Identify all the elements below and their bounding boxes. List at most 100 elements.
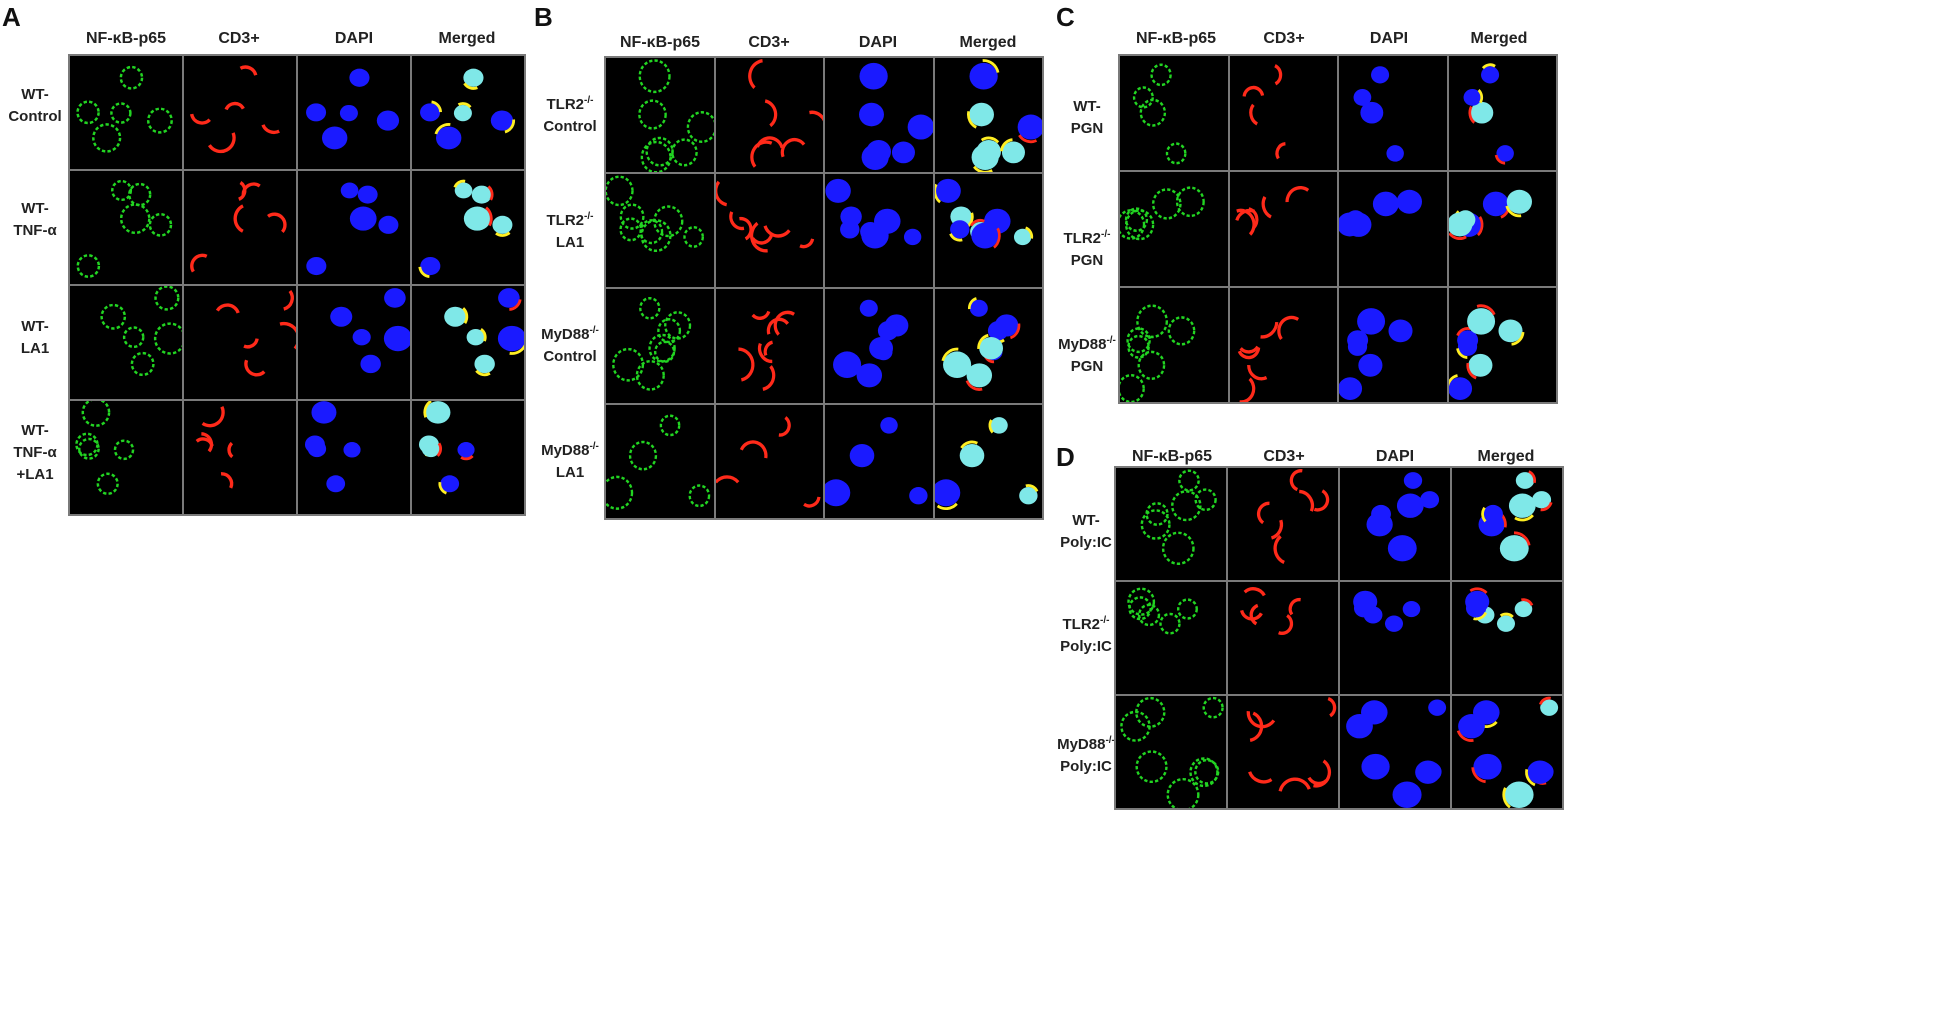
cell-marker bbox=[859, 102, 884, 127]
cell-marker bbox=[942, 351, 971, 379]
cell-marker bbox=[1009, 323, 1020, 340]
cell-marker bbox=[1504, 205, 1521, 218]
micrograph-merged bbox=[934, 58, 1042, 172]
cell-marker bbox=[978, 336, 1003, 360]
cell-marker bbox=[1166, 777, 1200, 808]
cell-marker bbox=[1288, 598, 1301, 616]
micrograph-nfkb-image bbox=[1127, 587, 1198, 635]
cell-marker bbox=[207, 132, 236, 154]
cell-marker bbox=[119, 203, 151, 235]
row-label-line: TLR2 bbox=[1062, 616, 1101, 633]
micrograph-nfkb bbox=[1120, 172, 1228, 286]
cell-marker bbox=[1527, 760, 1553, 784]
cell-marker bbox=[659, 413, 681, 436]
cell-marker bbox=[480, 327, 487, 342]
micrograph-dapi bbox=[825, 58, 933, 172]
cell-marker bbox=[457, 442, 475, 458]
row-label-line: Poly:IC bbox=[1060, 638, 1112, 655]
micrograph-cd3-image bbox=[1242, 64, 1286, 160]
cell-marker bbox=[1467, 353, 1492, 377]
micrograph-merged bbox=[1452, 468, 1562, 580]
cell-marker bbox=[267, 212, 287, 233]
cell-marker bbox=[1499, 535, 1529, 562]
cell-marker bbox=[431, 100, 442, 113]
column-header-dapi: DAPI bbox=[334, 30, 374, 47]
cell-marker bbox=[739, 439, 768, 458]
cell-marker bbox=[1246, 711, 1276, 729]
cell-marker bbox=[490, 110, 514, 131]
micrograph-nfkb bbox=[1116, 468, 1226, 580]
column-header-nfkb: NF-κB-p65 bbox=[1135, 30, 1217, 47]
micrograph-cd3 bbox=[715, 58, 823, 172]
micrograph-nfkb-image bbox=[606, 413, 711, 510]
cell-marker bbox=[773, 310, 795, 336]
row-label: TLR2-/- PGN bbox=[1054, 224, 1120, 272]
micrograph-merged-image bbox=[966, 59, 1042, 172]
cell-marker bbox=[1515, 472, 1535, 489]
cell-marker bbox=[728, 210, 744, 230]
micrograph-merged bbox=[1448, 56, 1556, 170]
cell-marker bbox=[383, 325, 410, 352]
cell-marker bbox=[420, 256, 441, 276]
cell-marker bbox=[970, 222, 999, 249]
cell-marker bbox=[1278, 614, 1294, 635]
cell-marker bbox=[606, 475, 634, 510]
cell-marker bbox=[969, 299, 988, 317]
micrograph-dapi-image bbox=[330, 288, 410, 374]
micrograph-grid-a bbox=[68, 54, 526, 516]
micrograph-merged bbox=[934, 404, 1042, 518]
cell-marker bbox=[127, 182, 152, 207]
column-header-merged: Merged bbox=[959, 34, 1017, 51]
cell-marker bbox=[1298, 489, 1315, 512]
cell-marker bbox=[907, 114, 933, 140]
row-label-line: MyD88 bbox=[1058, 336, 1107, 353]
row-label-line: MyD88 bbox=[1057, 736, 1106, 753]
column-header-nfkb: NF-κB-p65 bbox=[619, 34, 701, 51]
cell-marker bbox=[1387, 535, 1417, 562]
cell-marker bbox=[1167, 316, 1196, 346]
column-header-merged: Merged bbox=[1470, 30, 1528, 47]
cell-marker bbox=[311, 401, 337, 424]
cell-marker bbox=[1483, 504, 1503, 524]
cell-marker bbox=[738, 216, 753, 240]
cell-marker bbox=[761, 365, 775, 391]
micrograph-nfkb bbox=[606, 58, 714, 172]
cell-marker bbox=[959, 440, 978, 449]
micrograph-cd3-image bbox=[190, 181, 287, 273]
row-label-line: LA1 bbox=[20, 340, 50, 357]
cell-marker bbox=[471, 185, 492, 204]
cell-marker bbox=[688, 483, 711, 507]
cell-marker bbox=[798, 237, 814, 248]
cell-marker bbox=[934, 183, 941, 203]
genotype-superscript: -/- bbox=[1100, 615, 1110, 626]
cell-marker bbox=[619, 216, 643, 241]
micrograph-nfkb-image bbox=[1120, 696, 1224, 808]
cell-marker bbox=[764, 99, 777, 128]
cell-marker bbox=[153, 322, 182, 355]
cell-marker bbox=[1120, 209, 1146, 240]
micrograph-dapi bbox=[298, 286, 410, 399]
row-label-line: LA1 bbox=[555, 464, 585, 481]
cell-marker bbox=[1455, 327, 1471, 337]
cell-marker bbox=[987, 320, 1008, 341]
cell-marker bbox=[1339, 212, 1363, 237]
cell-marker bbox=[657, 318, 682, 344]
cell-marker bbox=[1013, 228, 1031, 245]
micrograph-dapi bbox=[298, 56, 410, 169]
cell-marker bbox=[1346, 714, 1373, 739]
cell-marker bbox=[1246, 364, 1267, 381]
row-label: WT- Poly:IC bbox=[1054, 506, 1118, 554]
cell-marker bbox=[1327, 696, 1337, 718]
cell-marker bbox=[749, 221, 768, 252]
micrograph-dapi-image bbox=[1339, 308, 1413, 401]
cell-marker bbox=[1249, 603, 1259, 626]
cell-marker bbox=[1480, 66, 1499, 84]
cell-marker bbox=[778, 415, 791, 437]
cell-marker bbox=[1457, 337, 1477, 356]
cell-marker bbox=[1476, 215, 1483, 237]
cell-marker bbox=[498, 288, 520, 308]
cell-marker bbox=[1194, 488, 1217, 512]
micrograph-grid-d bbox=[1114, 466, 1564, 810]
cell-marker bbox=[1120, 710, 1151, 742]
micrograph-dapi-image bbox=[1353, 66, 1404, 162]
